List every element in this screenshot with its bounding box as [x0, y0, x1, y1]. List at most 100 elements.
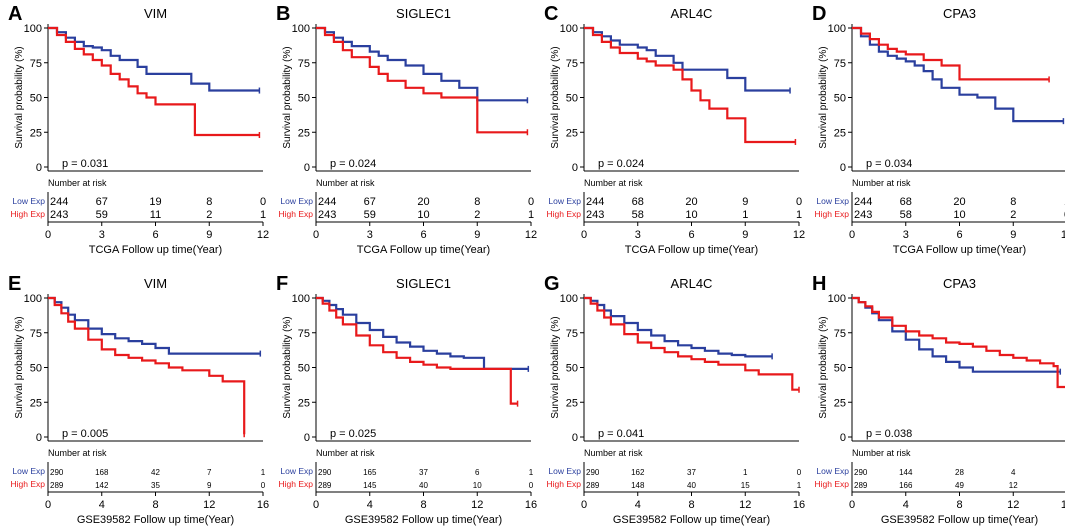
x-tick-label: 12 [1061, 229, 1065, 241]
x-tick-label: 3 [903, 229, 909, 241]
risk-low-count: 67 [96, 196, 108, 208]
chart-title: VIM [144, 6, 167, 21]
risk-high-label: High Exp [279, 209, 314, 219]
p-value: p = 0.024 [598, 158, 644, 170]
risk-table-header: Number at risk [584, 448, 643, 458]
low-exp-curve [584, 296, 773, 358]
x-tick-label: 16 [1061, 499, 1065, 511]
y-axis-label: Survival probability (%) [818, 316, 829, 418]
risk-low-count: 168 [95, 468, 109, 477]
km-panel-b: B SIGLEC1 Survival probability (%) 0 25 50 75 1… [276, 3, 537, 256]
x-tick-label: 3 [367, 229, 373, 241]
risk-low-count: 244 [586, 196, 604, 208]
risk-high-count: 11 [150, 209, 161, 221]
y-tick-label: 50 [298, 363, 310, 375]
x-axis-label: GSE39582 Follow up time(Year) [881, 514, 1038, 526]
risk-low-count: 20 [685, 196, 697, 208]
x-axis-label: TCGA Follow up time(Year) [893, 244, 1026, 256]
risk-low-count: 68 [900, 196, 912, 208]
x-tick-label: 0 [849, 229, 855, 241]
x-tick-label: 6 [688, 229, 694, 241]
chart-title: ARL4C [671, 6, 713, 21]
risk-high-count: 40 [687, 481, 696, 490]
x-tick-label: 3 [99, 229, 105, 241]
risk-low-label: Low Exp [816, 466, 849, 476]
y-tick-label: 0 [36, 432, 42, 444]
y-tick-label: 100 [560, 293, 578, 305]
risk-high-count: 35 [151, 481, 160, 490]
panel-letter: G [544, 273, 560, 295]
x-tick-label: 8 [152, 499, 158, 511]
y-tick-label: 50 [30, 363, 42, 375]
risk-high-label: High Exp [547, 209, 582, 219]
risk-high-count: 2 [1010, 209, 1016, 221]
low-exp-curve [852, 296, 1061, 373]
risk-high-label: High Exp [11, 209, 46, 219]
x-tick-label: 0 [581, 229, 587, 241]
risk-low-label: Low Exp [548, 466, 581, 476]
risk-high-count: 2 [206, 209, 212, 221]
x-tick-label: 9 [742, 229, 748, 241]
risk-high-count: 1 [742, 209, 748, 221]
risk-low-count: 244 [854, 196, 872, 208]
y-tick-label: 100 [828, 293, 846, 305]
km-panel-h: H CPA3 Survival probability (%) 0 25 50 75 100 p… [812, 273, 1065, 526]
y-tick-label: 0 [304, 162, 310, 174]
y-tick-label: 75 [298, 328, 310, 340]
high-exp-curve [48, 296, 246, 435]
y-tick-label: 25 [566, 127, 578, 139]
x-tick-label: 0 [45, 499, 51, 511]
risk-table-header: Number at risk [48, 448, 107, 458]
panel-letter: D [812, 3, 826, 25]
high-exp-curve [316, 26, 528, 134]
risk-table-header: Number at risk [316, 448, 375, 458]
y-tick-label: 100 [292, 23, 310, 35]
risk-high-count: 289 [586, 481, 600, 490]
x-tick-label: 12 [1007, 499, 1019, 511]
y-tick-label: 50 [834, 93, 846, 105]
risk-high-count: 9 [207, 481, 212, 490]
y-tick-label: 100 [560, 23, 578, 35]
risk-high-count: 58 [632, 209, 644, 221]
high-exp-curve [852, 26, 1050, 81]
risk-low-count: 0 [528, 196, 534, 208]
y-tick-label: 75 [834, 328, 846, 340]
x-tick-label: 0 [45, 229, 51, 241]
y-tick-label: 25 [30, 397, 42, 409]
risk-low-count: 4 [1011, 468, 1016, 477]
y-tick-label: 25 [566, 397, 578, 409]
y-axis-label: Survival probability (%) [14, 46, 25, 148]
y-tick-label: 100 [24, 23, 42, 35]
risk-high-count: 10 [473, 481, 482, 490]
p-value: p = 0.034 [866, 158, 912, 170]
x-axis-label: TCGA Follow up time(Year) [357, 244, 490, 256]
risk-high-count: 58 [900, 209, 912, 221]
risk-low-count: 290 [854, 468, 868, 477]
x-tick-label: 0 [849, 499, 855, 511]
risk-low-count: 0 [260, 196, 266, 208]
risk-low-count: 6 [475, 468, 480, 477]
risk-high-count: 10 [417, 209, 429, 221]
risk-high-count: 15 [741, 481, 750, 490]
x-tick-label: 4 [367, 499, 373, 511]
x-tick-label: 8 [688, 499, 694, 511]
risk-low-count: 20 [953, 196, 965, 208]
risk-table-header: Number at risk [852, 178, 911, 188]
risk-table-header: Number at risk [48, 178, 107, 188]
y-tick-label: 75 [30, 58, 42, 70]
risk-high-count: 289 [854, 481, 868, 490]
x-tick-label: 9 [206, 229, 212, 241]
risk-low-count: 1 [529, 468, 534, 477]
risk-low-count: 37 [419, 468, 428, 477]
x-axis-label: GSE39582 Follow up time(Year) [77, 514, 234, 526]
y-tick-label: 25 [30, 127, 42, 139]
risk-table-header: Number at risk [852, 448, 911, 458]
low-exp-curve [48, 26, 260, 92]
risk-low-count: 7 [207, 468, 212, 477]
risk-low-count: 144 [899, 468, 913, 477]
